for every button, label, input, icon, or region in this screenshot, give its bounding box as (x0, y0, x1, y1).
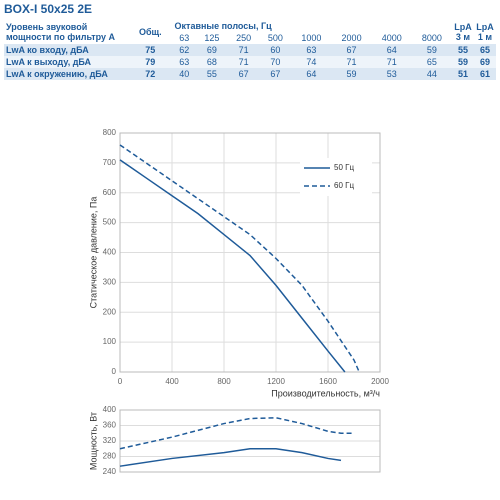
table-cell: 40 (172, 68, 196, 80)
table-cell: 44 (411, 68, 452, 80)
table-cell: 71 (227, 44, 260, 56)
table-cell: 60 (259, 44, 292, 56)
table-cell: 59 (411, 44, 452, 56)
table-cell: 59 (452, 56, 474, 68)
table-cell: LwA к окружению, дБА (4, 68, 128, 80)
table-cell: 61 (474, 68, 496, 80)
legend-box (300, 158, 372, 196)
table-cell: 51 (452, 68, 474, 80)
y-tick-label: 600 (103, 188, 117, 197)
table-cell: 63 (291, 44, 332, 56)
table-cell: 2000 (341, 33, 362, 43)
table-cell: 71 (227, 56, 260, 68)
table-cell: 8000 (421, 33, 442, 43)
table-cell: 1000 (301, 33, 322, 43)
table-cell: 63 (172, 56, 196, 68)
table-cell: Общ. (138, 27, 162, 37)
table-cell: LwA ко входу, дБА (4, 44, 128, 56)
table-cell: 69 (195, 44, 228, 56)
table-cell: 72 (128, 68, 173, 80)
table-cell: LpA 3 м (454, 22, 472, 42)
y-tick-label: 320 (103, 436, 117, 445)
table-row: LwA к выходу, дБА 79 63 68 71 70 74 71 71 65 59 69 (4, 56, 496, 68)
y-tick-label: 400 (103, 405, 117, 414)
series-line (119, 416, 354, 450)
x-tick-label: 2000 (371, 377, 389, 386)
table-cell: 74 (291, 56, 332, 68)
table-cell: Уровень звуковой мощности по фильтру А (6, 22, 115, 42)
table-cell: 64 (371, 44, 412, 56)
x-axis-label: Производительность, м³/ч (271, 388, 380, 398)
table-cell: 65 (474, 44, 496, 56)
y-tick-label: 400 (103, 248, 117, 257)
table-cell: 125 (204, 33, 220, 43)
series-line (119, 159, 346, 373)
table-cell: 500 (267, 33, 283, 43)
x-tick-label: 1200 (267, 377, 285, 386)
table-row: LwA ко входу, дБА 75 62 69 71 60 63 67 64 59 55 65 (4, 44, 496, 56)
y-tick-label: 300 (103, 277, 117, 286)
table-cell: 71 (371, 56, 412, 68)
table-cell: 68 (195, 56, 228, 68)
series-line (119, 144, 360, 373)
y-tick-label: 500 (103, 218, 117, 227)
plot-frame (119, 132, 381, 373)
y-tick-label: 360 (103, 421, 117, 430)
sound-table: Уровень звуковой мощности по фильтру А Об… (4, 20, 496, 80)
table-cell: 55 (452, 44, 474, 56)
table-cell: 63 (179, 33, 190, 43)
table-cell: 71 (331, 56, 372, 68)
table-cell: 65 (411, 56, 452, 68)
x-tick-label: 1600 (319, 377, 337, 386)
table-cell: 59 (331, 68, 372, 80)
table-cell: 53 (371, 68, 412, 80)
table-cell: 67 (259, 68, 292, 80)
table-row: 63 125 250 500 1000 2000 4000 8000 (4, 32, 496, 44)
table-cell: 4000 (381, 33, 402, 43)
table-row: LwA к окружению, дБА 72 40 55 67 67 64 59 53 44 51… (4, 68, 496, 80)
table-cell: 79 (128, 56, 173, 68)
table-cell: 250 (236, 33, 252, 43)
y-axis-label: Мощность, Вт (88, 412, 98, 470)
y-tick-label: 100 (103, 337, 117, 346)
table-cell: 64 (291, 68, 332, 80)
x-tick-label: 400 (165, 377, 179, 386)
x-tick-label: 800 (217, 377, 231, 386)
table-cell: 67 (227, 68, 260, 80)
y-tick-label: 280 (103, 452, 117, 461)
table-cell: 70 (259, 56, 292, 68)
table-cell: 69 (474, 56, 496, 68)
legend-label: 50 Гц (334, 163, 354, 172)
table-row: Уровень звуковой мощности по фильтру А Об… (4, 20, 496, 42)
table-cell: Октавные полосы, Гц (174, 21, 272, 31)
plot-frame (119, 409, 381, 473)
series-line (119, 448, 342, 467)
y-axis-label: Статическое давление, Па (88, 197, 98, 309)
x-tick-label: 0 (118, 377, 123, 386)
y-tick-label: 200 (103, 307, 117, 316)
title: BOX-I 50x25 2E (4, 2, 93, 16)
table-cell: 75 (128, 44, 173, 56)
table-cell: LpA 1 м (476, 22, 494, 42)
table-cell: 62 (172, 44, 196, 56)
y-tick-label: 240 (103, 467, 117, 476)
table-cell: LwA к выходу, дБА (4, 56, 128, 68)
y-tick-label: 700 (103, 158, 117, 167)
table-cell: 55 (195, 68, 228, 80)
legend-label: 60 Гц (334, 181, 354, 190)
y-tick-label: 0 (112, 367, 117, 376)
table-cell: 67 (331, 44, 372, 56)
y-tick-label: 800 (103, 128, 117, 137)
